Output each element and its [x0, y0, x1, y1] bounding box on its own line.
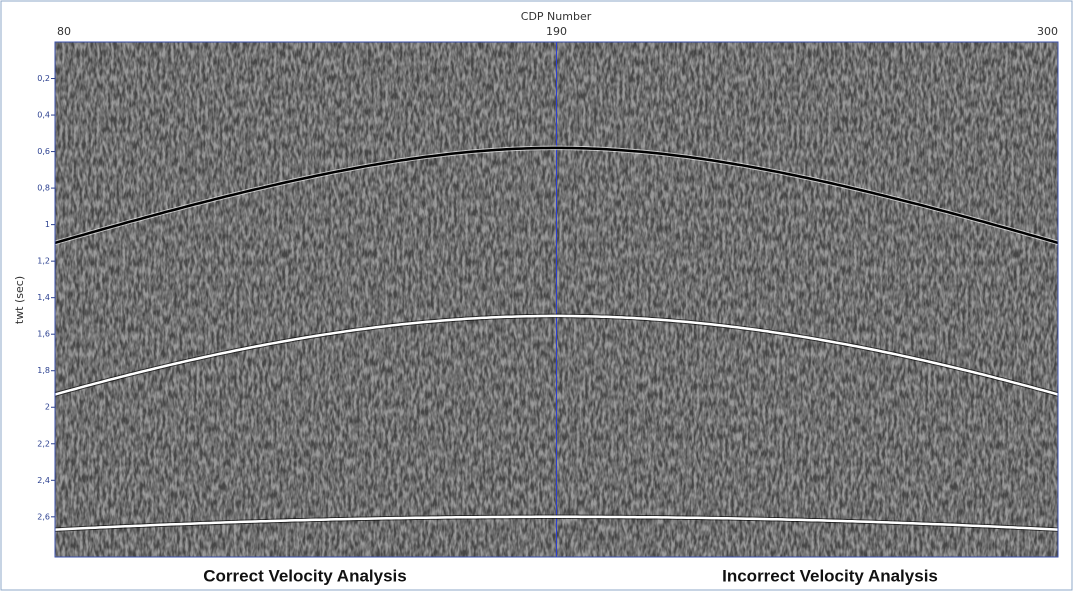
y-tick-label: 0,6: [37, 147, 50, 156]
y-tick-label: 1,4: [37, 293, 50, 302]
x-tick-label: 300: [1037, 25, 1058, 38]
y-tick-label: 2,2: [37, 439, 50, 448]
y-tick-label: 2,4: [37, 476, 50, 485]
chart: CDP Number twt (sec) Correct Velocity An…: [0, 0, 1075, 592]
y-tick-label: 1,2: [37, 257, 50, 266]
y-tick-label: 0,2: [37, 74, 50, 83]
y-tick-label: 0,8: [37, 184, 50, 193]
x-tick-label: 190: [546, 25, 567, 38]
annotation: Incorrect Velocity Analysis: [722, 566, 938, 585]
x-axis-label: CDP Number: [521, 10, 592, 23]
y-axis-label: twt (sec): [13, 276, 26, 324]
y-tick-label: 1,6: [37, 330, 50, 339]
y-tick-label: 2,6: [37, 512, 50, 521]
x-tick-label: 80: [57, 25, 71, 38]
y-tick-label: 1,8: [37, 366, 50, 375]
y-tick-label: 2: [45, 403, 50, 412]
y-tick-label: 1: [45, 220, 50, 229]
y-tick-label: 0,4: [37, 111, 50, 120]
annotation: Correct Velocity Analysis: [203, 566, 406, 585]
